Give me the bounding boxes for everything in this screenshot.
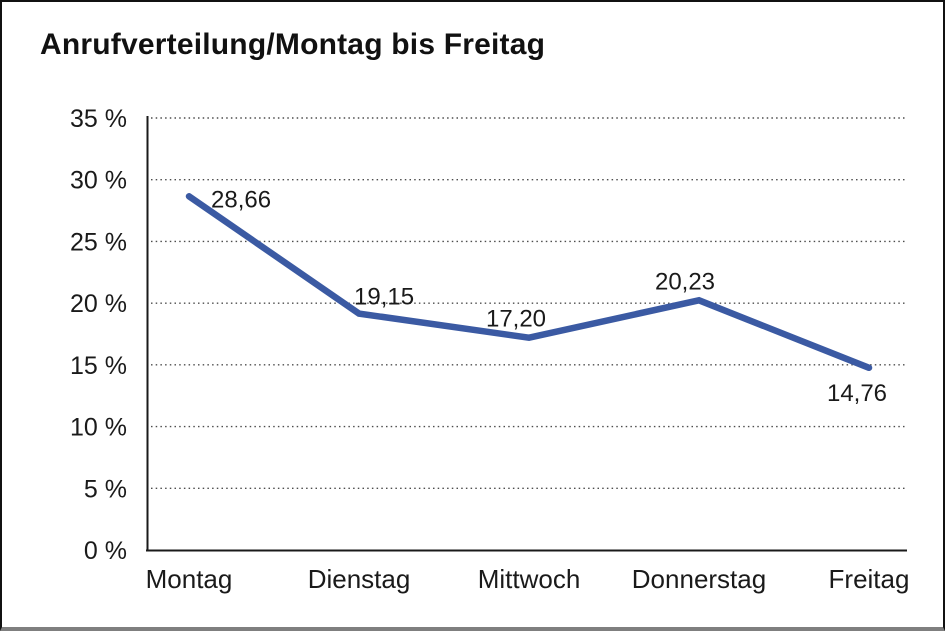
y-tick-label: 15 % <box>70 352 127 380</box>
data-line-series <box>185 193 873 372</box>
x-category-label: Mittwoch <box>478 564 581 594</box>
x-category-label: Freitag <box>829 564 910 594</box>
y-tick-label: 10 % <box>70 414 127 442</box>
data-point-label: 14,76 <box>827 380 887 407</box>
data-point-label: 20,23 <box>655 268 715 295</box>
y-tick-label: 25 % <box>70 228 127 256</box>
data-point-label: 28,66 <box>211 186 271 213</box>
y-tick-label: 30 % <box>70 167 127 195</box>
data-point-label: 19,15 <box>354 284 414 311</box>
y-tick-label: 20 % <box>70 290 127 318</box>
x-category-label: Donnerstag <box>632 564 766 594</box>
y-tick-label: 35 % <box>70 105 127 133</box>
chart-title: Anrufverteilung/Montag bis Freitag <box>40 28 546 61</box>
x-category-label: Montag <box>146 564 233 594</box>
x-category-label: Dienstag <box>308 564 411 594</box>
y-tick-label: 0 % <box>84 537 127 565</box>
data-point-label: 17,20 <box>486 306 546 333</box>
y-tick-label: 5 % <box>84 475 127 503</box>
